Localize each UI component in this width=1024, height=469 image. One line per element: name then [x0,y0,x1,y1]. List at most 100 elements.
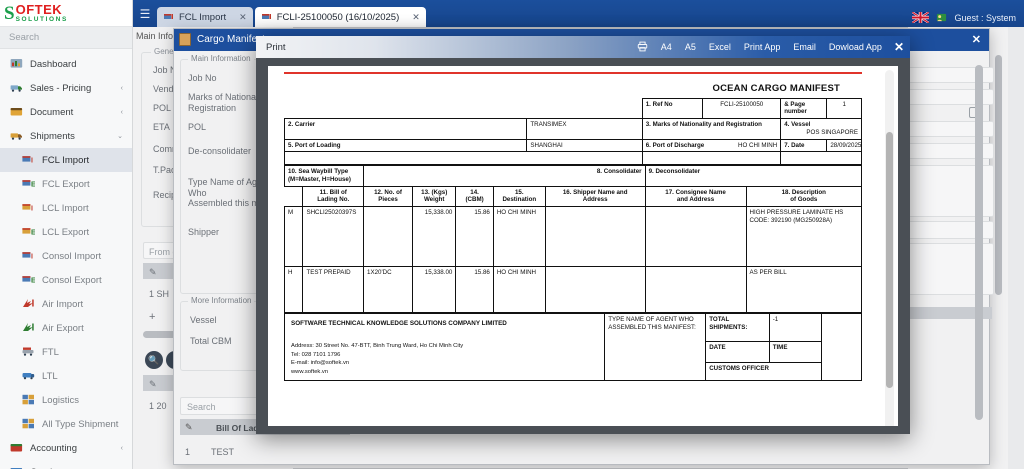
sidebar-item-accounting[interactable]: Accounting ‹ [0,436,132,460]
email-button[interactable]: Email [793,42,816,52]
bg-right-scrollbar[interactable] [995,55,1002,295]
user-label[interactable]: Guest : System [954,12,1016,23]
sidebar-item-catalogue[interactable]: Catalogue‹ [0,460,132,469]
print-dialog-toolbar: A4 A5 Excel Print App Email Dowload App [637,41,882,54]
sidebar-item-fcl-export[interactable]: E FCL Export [0,172,132,196]
bg-grid2-edit-icon[interactable]: ✎ [149,379,157,389]
hamburger-icon[interactable]: ☰ [139,6,151,21]
vessel-value: POS SINGAPORE [806,128,858,136]
logo-s-letter: S [4,2,15,24]
sidebar-item-fcl-import[interactable]: I FCL Import [0,148,132,172]
sidebar-item-shipments[interactable]: Shipments ⌄ [0,124,132,148]
sidebar-item-sales-pricing[interactable]: Sales - Pricing ‹ [0,76,132,100]
col-0-l1: 11. Bill of [319,188,347,196]
user-account-icon[interactable] [936,12,947,23]
sidebar-item-air-export[interactable]: Air Export [0,316,132,340]
print-preview-scrollbar[interactable] [885,70,894,426]
print-dialog-title: Print [266,41,286,53]
svg-text:I: I [31,253,33,260]
chevron-left-icon[interactable]: ‹ [120,108,123,116]
sidebar-item-consol-export[interactable]: E Consol Export [0,268,132,292]
col-3-l2: (CBM) [465,196,484,204]
bg-grid2-row-1[interactable]: 1 20 [149,401,167,411]
footer-blank-right [820,313,863,381]
waybill-type-label: 10. Sea Waybill Type (M=Master, H=House) [283,165,365,187]
print-dialog-close-icon[interactable]: ✕ [893,40,904,54]
bg-search-circle-button[interactable]: 🔍 [145,351,163,369]
ocean-cargo-manifest-document: OCEAN CARGO MANIFEST 1. Ref No FCLI-2510… [283,72,863,381]
col-7-l1: 18. Description [781,188,826,196]
col-cbm-header: 14. (CBM) [455,185,494,207]
col-shipper-header: 16. Shipper Name and Address [544,185,646,207]
print-preview-scroll-thumb[interactable] [886,132,893,388]
row-1-description: AS PER BILL [745,266,863,313]
sidebar-item-consol-import[interactable]: I Consol Import [0,244,132,268]
sidebar-item-label: All Type Shipment [42,418,119,430]
bg-grid-row-1[interactable]: 1 SH [149,289,170,299]
tab-fcl-import[interactable]: FCL Import ✕ [157,7,253,27]
sidebar-item-ftl[interactable]: FTL [0,340,132,364]
excel-button[interactable]: Excel [708,42,731,52]
all-type-shipment-icon [22,418,35,430]
sidebar-item-label: FTL [42,346,59,358]
sidebar-item-dashboard[interactable]: Dashboard [0,52,132,76]
chevron-down-icon[interactable]: ⌄ [117,133,123,140]
spacer-cell-left [284,151,643,165]
a5-button[interactable]: A5 [684,42,696,52]
spacer-cell-mid [641,151,782,165]
sidebar-item-lcl-import[interactable]: I LCL Import [0,196,132,220]
cm-vertical-scrollbar[interactable] [975,65,983,420]
chevron-left-icon[interactable]: ‹ [120,84,123,92]
download-app-button[interactable]: Dowload App [828,42,882,52]
cm-grid-row-value[interactable]: TEST [211,447,235,457]
chevron-left-icon[interactable]: ‹ [120,444,123,452]
sidebar-item-air-import[interactable]: Air Import [0,292,132,316]
sidebar-item-all-type-shipment[interactable]: All Type Shipment [0,412,132,436]
tab-close-icon[interactable]: ✕ [412,11,420,22]
row-0-description: HIGH PRESSURE LAMINATE HS CODE: 392190 (… [745,206,863,267]
table-row: M SHCLI25020397S 15,338.00 15.86 HO CHI … [283,206,863,267]
topbar-right-cluster: Guest : System [912,12,1024,27]
footer-agent-cell: TYPE NAME OF AGENT WHO ASSEMBLED THIS MA… [604,313,707,381]
air-import-icon [22,298,35,310]
sidebar-item-document[interactable]: Document ‹ [0,100,132,124]
bg-field-recipient: Recip [153,190,177,200]
cargo-manifest-close-icon[interactable]: ✕ [971,34,981,46]
app-logo[interactable]: S OFTEK SOLUTIONS [0,0,132,27]
bg-add-row-button[interactable]: + [149,311,156,323]
blank-cell [285,98,643,119]
lcl-export-icon: E [22,226,36,238]
footer-total-value: -1 [769,313,822,342]
bg-grid-edit-icon[interactable]: ✎ [149,267,157,277]
page-label: & Page number [780,97,828,119]
col-5-l1: 16. Shipper Name and [562,188,628,196]
row-0-shipper [544,206,646,267]
table-row: H TEST PREPAID 1X20'DC 15,338.00 15.86 H… [283,266,863,313]
sidebar-item-logistics[interactable]: Logistics [0,388,132,412]
sidebar-item-ltl[interactable]: LTL [0,364,132,388]
top-bar: ☰ FCL Import ✕ FCLI-25100050 (16/10/2025… [133,0,1024,27]
fcl-import-icon: I [22,154,35,166]
tab-label: FCL Import [179,11,227,23]
uk-flag-icon[interactable] [912,12,930,23]
cm-grid-row-no: 1 [185,447,191,457]
printer-icon[interactable] [637,41,648,54]
dashboard-icon [10,58,23,70]
row-1-pieces: 1X20'DC [363,266,414,313]
sidebar-search-placeholder: Search [9,32,40,43]
sidebar: S OFTEK SOLUTIONS Search Dashboard Sales … [0,0,133,469]
ftl-icon [22,346,35,358]
sidebar-item-label: Air Import [42,298,84,310]
cm-more-info-legend: More Information [188,296,255,305]
tab-close-icon[interactable]: ✕ [239,11,247,22]
print-app-button[interactable]: Print App [743,42,781,52]
col-consignee-header: 17. Consignee Name and Address [644,185,747,207]
sidebar-search-input[interactable]: Search [0,27,132,49]
cm-grid-edit-icon[interactable]: ✎ [185,422,193,432]
a4-button[interactable]: A4 [660,42,672,52]
sidebar-item-lcl-export[interactable]: E LCL Export [0,220,132,244]
row-0-pieces [363,206,414,267]
table-row: 5. Port of Loading SHANGHAI 6. Port of D… [283,138,862,153]
tab-fcli-25100050[interactable]: FCLI-25100050 (16/10/2025) ✕ [254,7,426,27]
consolidater-label: 8. Consolidater [363,165,646,187]
